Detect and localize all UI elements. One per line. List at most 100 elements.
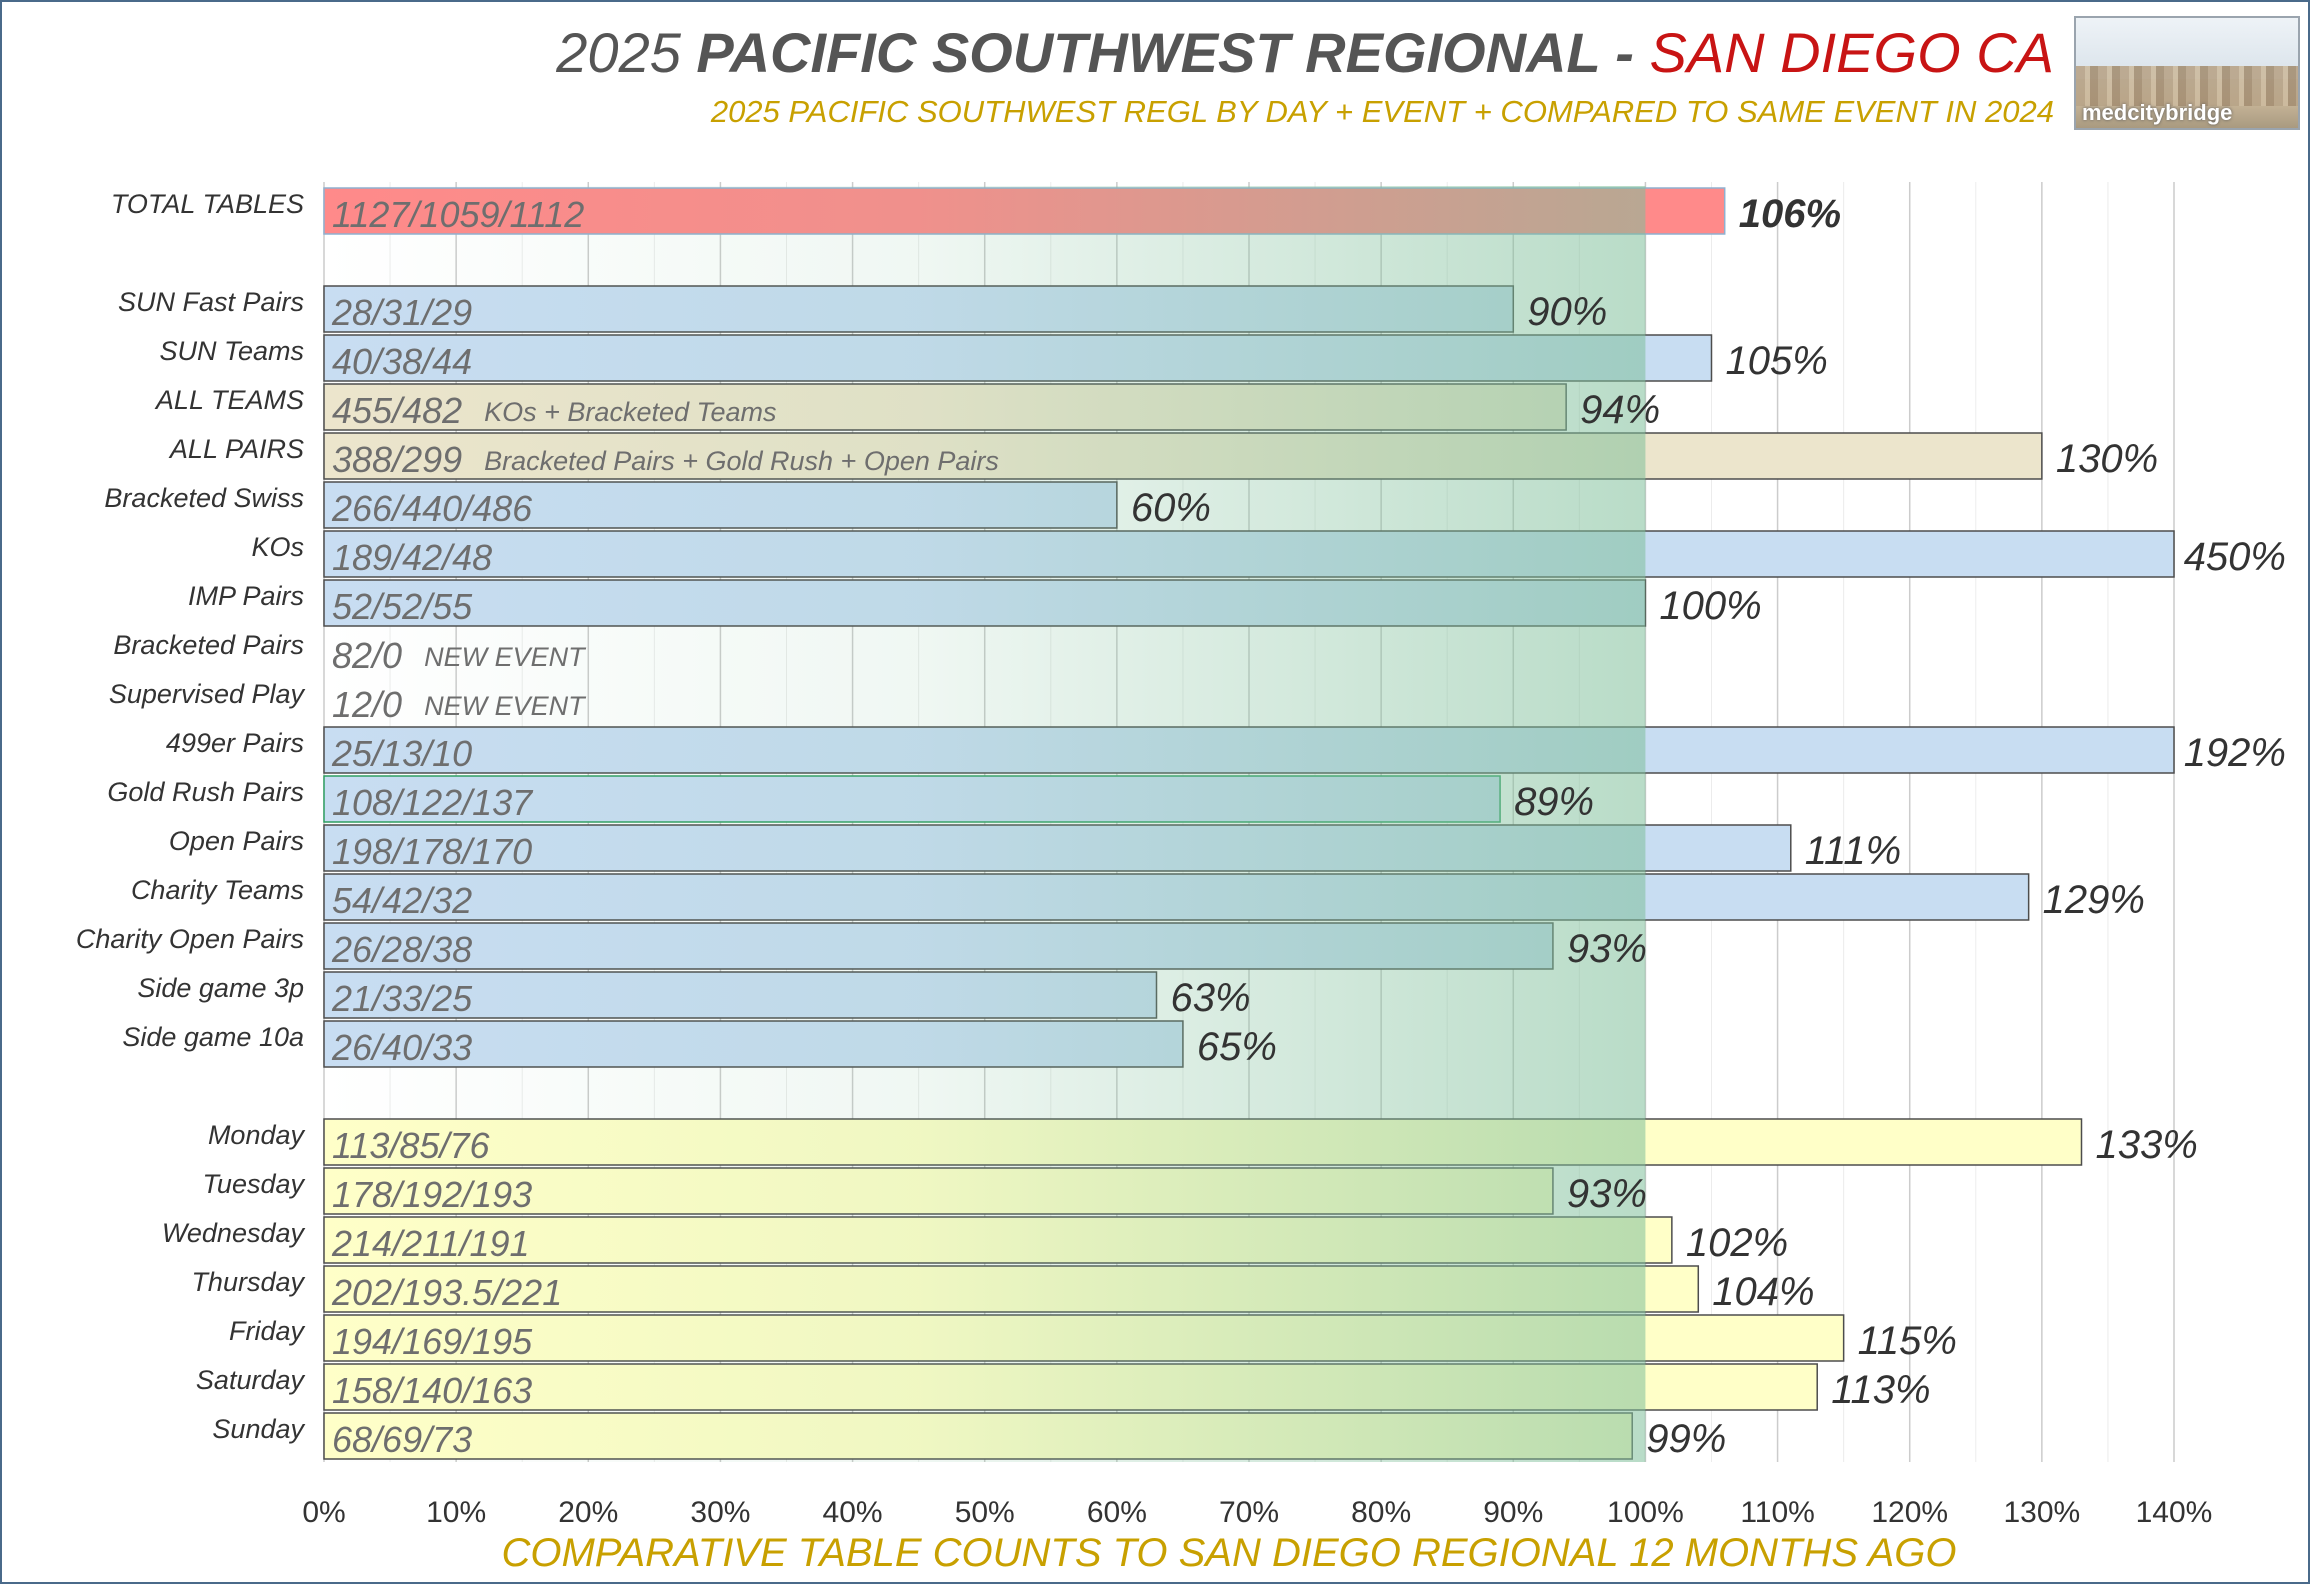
percent-label: 63%	[1171, 976, 1251, 1020]
category-label: IMP Pairs	[188, 581, 304, 611]
x-tick-label: 90%	[1483, 1496, 1543, 1529]
x-tick-label: 40%	[823, 1496, 883, 1529]
counts-label: 388/299	[332, 439, 462, 480]
percent-label: 93%	[1567, 1172, 1647, 1216]
x-tick-label: 80%	[1351, 1496, 1411, 1529]
category-label: Sunday	[212, 1414, 305, 1444]
category-label: Charity Teams	[131, 875, 304, 905]
x-tick-label: 100%	[1607, 1496, 1684, 1529]
counts-label: 108/122/137	[332, 782, 534, 823]
percent-label: 60%	[1131, 486, 1211, 530]
x-tick-label: 130%	[2003, 1496, 2080, 1529]
note-label: Bracketed Pairs + Gold Rush + Open Pairs	[484, 446, 999, 476]
x-tick-label: 120%	[1871, 1496, 1948, 1529]
x-tick-label: 0%	[302, 1496, 345, 1529]
percent-label: 94%	[1580, 388, 1660, 432]
highlight-band-0-100	[324, 186, 1646, 1462]
counts-label: 12/0	[332, 684, 402, 725]
category-label: Gold Rush Pairs	[107, 777, 304, 807]
category-label: TOTAL TABLES	[111, 189, 304, 219]
counts-label: 1127/1059/1112	[332, 194, 584, 235]
category-label: Bracketed Swiss	[104, 483, 304, 513]
category-label: Friday	[229, 1316, 306, 1346]
category-label: Tuesday	[202, 1169, 305, 1199]
counts-label: 266/440/486	[331, 488, 533, 529]
counts-label: 26/40/33	[331, 1027, 472, 1068]
chart-header: 2025 PACIFIC SOUTHWEST REGIONAL - SAN DI…	[556, 18, 2054, 132]
counts-label: 202/193.5/221	[331, 1272, 562, 1313]
counts-label: 189/42/48	[332, 537, 492, 578]
category-label: Thursday	[191, 1267, 305, 1297]
percent-label: 111%	[1805, 829, 1901, 873]
note-label: NEW EVENT	[424, 691, 587, 721]
category-label: Side game 3p	[137, 973, 304, 1003]
category-label: Monday	[208, 1120, 306, 1150]
title-main: PACIFIC SOUTHWEST REGIONAL -	[696, 21, 1634, 84]
counts-label: 21/33/25	[331, 978, 473, 1019]
note-label: NEW EVENT	[424, 642, 587, 672]
chart-subtitle: 2025 PACIFIC SOUTHWEST REGL BY DAY + EVE…	[710, 94, 2054, 129]
x-tick-label: 70%	[1219, 1496, 1279, 1529]
category-label: Wednesday	[162, 1218, 306, 1248]
counts-label: 158/140/163	[332, 1370, 532, 1411]
percent-label: 65%	[1197, 1025, 1277, 1069]
counts-label: 40/38/44	[332, 341, 472, 382]
category-label: Charity Open Pairs	[76, 924, 304, 954]
percent-label: 106%	[1739, 192, 1841, 236]
counts-label: 54/42/32	[332, 880, 472, 921]
category-label: SUN Teams	[159, 336, 304, 366]
x-tick-label: 10%	[426, 1496, 486, 1529]
counts-label: 26/28/38	[331, 929, 472, 970]
percent-label: 115%	[1858, 1319, 1957, 1363]
percent-label: 89%	[1514, 780, 1594, 824]
counts-label: 198/178/170	[332, 831, 532, 872]
percent-label: 129%	[2043, 878, 2145, 922]
percent-label: 113%	[1831, 1368, 1930, 1412]
percent-label: 93%	[1567, 927, 1647, 971]
note-label: KOs + Bracketed Teams	[484, 397, 776, 427]
x-tick-label: 110%	[1740, 1496, 1815, 1529]
percent-label: 105%	[1726, 339, 1828, 383]
x-axis-label: COMPARATIVE TABLE COUNTS TO SAN DIEGO RE…	[501, 1531, 1956, 1575]
category-label: Supervised Play	[109, 679, 306, 709]
counts-label: 214/211/191	[331, 1223, 530, 1264]
category-label: Open Pairs	[169, 826, 304, 856]
title-city: SAN DIEGO CA	[1649, 21, 2054, 84]
x-tick-label: 50%	[955, 1496, 1015, 1529]
percent-label: 192%	[2184, 731, 2286, 775]
x-axis: 0% 10% 20% 30% 40% 50% 60% 70% 80% 90% 100% 110% 120…	[302, 1496, 2212, 1529]
percent-label: 99%	[1646, 1417, 1726, 1461]
category-label: ALL PAIRS	[168, 434, 304, 464]
category-label: Saturday	[196, 1365, 306, 1395]
counts-label: 25/13/10	[331, 733, 472, 774]
percent-label: 90%	[1527, 290, 1607, 334]
category-label: SUN Fast Pairs	[118, 287, 304, 317]
percent-label: 104%	[1712, 1270, 1814, 1314]
counts-label: 68/69/73	[332, 1419, 472, 1460]
counts-label: 28/31/29	[331, 292, 472, 333]
counts-label: 178/192/193	[332, 1174, 532, 1215]
logo-skyline	[2076, 66, 2298, 106]
percent-label: 133%	[2096, 1123, 2198, 1167]
x-tick-label: 140%	[2136, 1496, 2213, 1529]
counts-label: 194/169/195	[332, 1321, 533, 1362]
percent-label: 100%	[1659, 584, 1761, 628]
title-year: 2025	[556, 21, 681, 84]
counts-label: 52/52/55	[332, 586, 473, 627]
counts-label: 82/0	[332, 635, 402, 676]
percent-label: 450%	[2184, 535, 2286, 579]
percent-label: 130%	[2056, 437, 2158, 481]
x-tick-label: 60%	[1087, 1496, 1147, 1529]
category-label: Side game 10a	[122, 1022, 304, 1052]
chart-title: 2025 PACIFIC SOUTHWEST REGIONAL - SAN DI…	[556, 18, 2054, 88]
percent-label: 102%	[1686, 1221, 1788, 1265]
category-label: 499er Pairs	[166, 728, 304, 758]
counts-label: 455/482	[332, 390, 462, 431]
medcitybridge-logo: medcitybridge	[2074, 16, 2300, 130]
x-tick-label: 20%	[558, 1496, 618, 1529]
bar-labels: TOTAL TABLES 106% 1127/1059/1112 SUN Fast P…	[76, 189, 2286, 1461]
x-tick-label: 30%	[690, 1496, 750, 1529]
category-label: ALL TEAMS	[154, 385, 304, 415]
